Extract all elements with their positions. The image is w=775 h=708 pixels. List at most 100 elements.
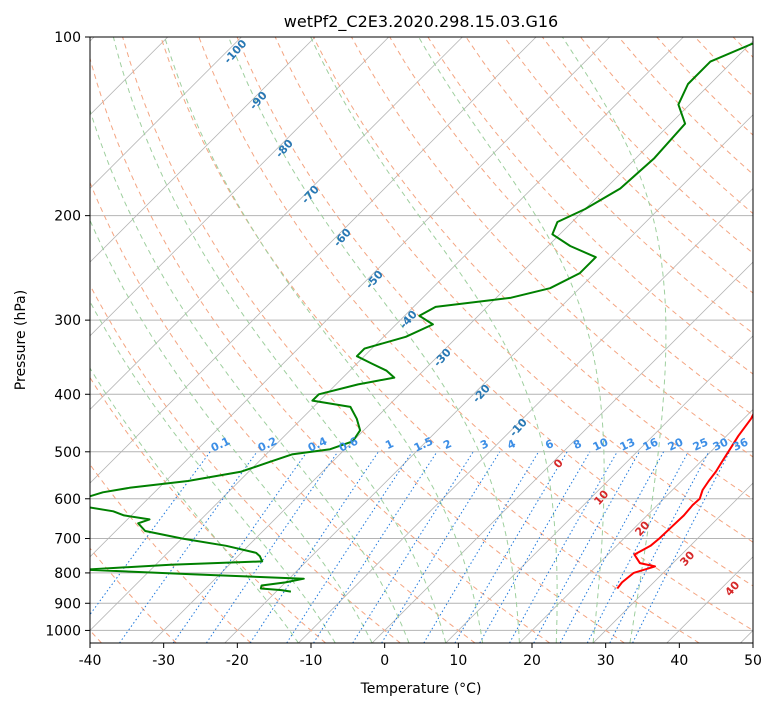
dry-adiabat-label: -100 bbox=[221, 37, 249, 66]
mixing-ratio-line bbox=[479, 451, 591, 643]
dry-adiabat bbox=[90, 463, 252, 643]
mixing-ratio-line bbox=[381, 451, 501, 643]
y-tick-label: 800 bbox=[54, 566, 81, 582]
moist-adiabat-label: 30 bbox=[677, 548, 697, 568]
chart-title: wetPf2_C2E3.2020.298.15.03.G16 bbox=[284, 12, 558, 32]
x-tick-label: -40 bbox=[79, 653, 102, 669]
mixing-ratio-line bbox=[119, 451, 258, 643]
dry-adiabat bbox=[274, 37, 753, 543]
dry-adiabat bbox=[90, 56, 550, 643]
x-tick-label: -10 bbox=[300, 653, 323, 669]
mixing-ratio-line bbox=[249, 451, 379, 643]
dry-adiabat-label: -20 bbox=[470, 382, 493, 406]
dry-adiabat bbox=[90, 181, 476, 643]
mixing-ratio-label: 20 bbox=[666, 435, 686, 453]
moist-adiabat bbox=[228, 37, 520, 643]
temperature-profile-line bbox=[616, 412, 753, 590]
isotherm bbox=[371, 261, 753, 643]
y-tick-label: 900 bbox=[54, 596, 81, 612]
moist-adiabat bbox=[90, 367, 299, 643]
plot-area: -100-90-80-70-60-50-40-30-20-100.1 0.2 0.4… bbox=[90, 37, 775, 643]
isotherm bbox=[592, 482, 753, 643]
dry-adiabat-label: -50 bbox=[363, 268, 386, 292]
mixing-ratio-line bbox=[172, 451, 308, 643]
moist-adiabat bbox=[90, 300, 336, 643]
mixing-ratio-label: 36 bbox=[731, 435, 751, 453]
x-tick-label: 0 bbox=[380, 653, 389, 669]
plot-lines bbox=[90, 37, 775, 643]
mixing-ratio-label: 3 bbox=[478, 437, 490, 452]
y-axis-label: Pressure (hPa) bbox=[13, 290, 29, 390]
isotherm bbox=[90, 37, 316, 263]
dry-adiabat-label: -10 bbox=[507, 416, 530, 440]
mixing-ratio-line bbox=[423, 451, 540, 643]
dry-adiabat bbox=[389, 37, 753, 416]
dry-adiabat bbox=[351, 37, 753, 458]
dry-adiabat bbox=[771, 37, 775, 643]
mixing-ratio-label: 13 bbox=[618, 435, 637, 453]
moist-adiabat bbox=[164, 37, 484, 643]
moist-adiabat-label: 20 bbox=[632, 518, 652, 538]
moist-adiabat bbox=[561, 37, 667, 643]
x-tick-label: 50 bbox=[744, 653, 762, 669]
dry-adiabat bbox=[694, 37, 753, 97]
dry-adiabat bbox=[465, 37, 753, 334]
moist-adiabat bbox=[112, 37, 447, 643]
x-tick-label: -20 bbox=[226, 653, 249, 669]
dry-adiabat bbox=[618, 37, 753, 175]
moist-adiabat-label: 10 bbox=[591, 487, 611, 507]
mixing-ratio-label: 8 bbox=[571, 437, 583, 452]
y-tick-label: 1000 bbox=[45, 623, 81, 639]
mixing-ratio-line bbox=[205, 451, 339, 643]
mixing-ratio-line bbox=[586, 451, 689, 643]
isotherm bbox=[519, 408, 753, 643]
isotherm bbox=[90, 37, 242, 189]
mixing-ratio-line bbox=[533, 451, 640, 643]
dry-adiabat bbox=[122, 37, 625, 643]
mixing-ratio-label: 25 bbox=[691, 435, 710, 453]
y-tick-label: 700 bbox=[54, 532, 81, 548]
mixing-ratio-label: 30 bbox=[711, 435, 731, 453]
mixing-ratio-label: 16 bbox=[641, 435, 661, 453]
y-tick-label: 100 bbox=[54, 30, 81, 46]
moist-adiabat bbox=[310, 37, 558, 643]
dry-adiabat-label: -60 bbox=[331, 226, 354, 250]
isotherm bbox=[90, 37, 684, 631]
isotherm bbox=[90, 37, 537, 484]
isotherm bbox=[445, 335, 753, 643]
mixing-ratio-line bbox=[313, 451, 438, 643]
moist-adiabat-label: 40 bbox=[722, 578, 742, 598]
mixing-ratio-line bbox=[352, 451, 474, 643]
y-tick-label: 200 bbox=[54, 209, 81, 225]
mixing-ratio-label: 1 bbox=[383, 437, 395, 452]
dewpoint-profile-line bbox=[90, 42, 753, 593]
isotherm bbox=[224, 114, 753, 643]
x-tick-label: -30 bbox=[152, 653, 175, 669]
mixing-ratio-label: 6 bbox=[543, 437, 556, 452]
moist-adiabat bbox=[90, 219, 373, 643]
moist-adiabat bbox=[418, 37, 605, 643]
y-axis: 100 200 300 400 500 600 700 800 900 1000 bbox=[45, 30, 90, 639]
mixing-ratio-line bbox=[509, 451, 618, 643]
dry-adiabat bbox=[160, 37, 700, 643]
x-tick-label: 20 bbox=[523, 653, 541, 669]
moist-adiabat bbox=[90, 108, 410, 643]
x-axis-label: Temperature (°C) bbox=[360, 681, 482, 697]
x-axis: -40 -30 -20 -10 0 10 20 30 40 50 bbox=[79, 643, 762, 669]
mixing-ratio-line bbox=[454, 451, 568, 643]
y-tick-label: 400 bbox=[54, 387, 81, 403]
dry-adiabat-label: -40 bbox=[397, 308, 420, 332]
dry-adiabat bbox=[427, 37, 753, 375]
mixing-ratio-label: 2 bbox=[441, 437, 453, 452]
y-tick-label: 500 bbox=[54, 445, 81, 461]
isotherm bbox=[90, 37, 463, 410]
x-tick-label: 40 bbox=[670, 653, 688, 669]
mixing-ratio-line bbox=[632, 451, 730, 643]
dry-adiabat bbox=[503, 37, 753, 294]
isotherm bbox=[666, 556, 753, 643]
x-tick-label: 30 bbox=[597, 653, 615, 669]
dry-adiabat bbox=[90, 376, 326, 643]
x-tick-label: 10 bbox=[449, 653, 467, 669]
dry-adiabat bbox=[90, 547, 177, 643]
